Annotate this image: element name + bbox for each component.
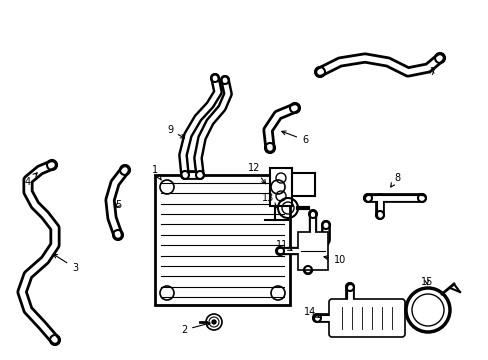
Text: 9: 9: [166, 125, 184, 138]
Text: 4: 4: [25, 173, 37, 187]
Text: 6: 6: [281, 131, 307, 145]
Text: 7: 7: [428, 67, 434, 77]
Text: 10: 10: [323, 255, 346, 265]
Text: 15: 15: [420, 277, 432, 287]
Text: 8: 8: [390, 173, 399, 187]
Circle shape: [212, 320, 216, 324]
Text: 11: 11: [275, 240, 291, 251]
Bar: [269, 168, 291, 206]
Text: 3: 3: [53, 254, 78, 273]
Text: 1: 1: [152, 165, 161, 180]
Text: 5: 5: [115, 200, 121, 210]
Text: 2: 2: [181, 322, 210, 335]
Bar: [155, 175, 289, 305]
Text: 12: 12: [247, 163, 265, 184]
Bar: [297, 232, 327, 270]
Text: 13: 13: [262, 193, 276, 208]
FancyBboxPatch shape: [328, 299, 404, 337]
Text: 14: 14: [303, 307, 319, 318]
